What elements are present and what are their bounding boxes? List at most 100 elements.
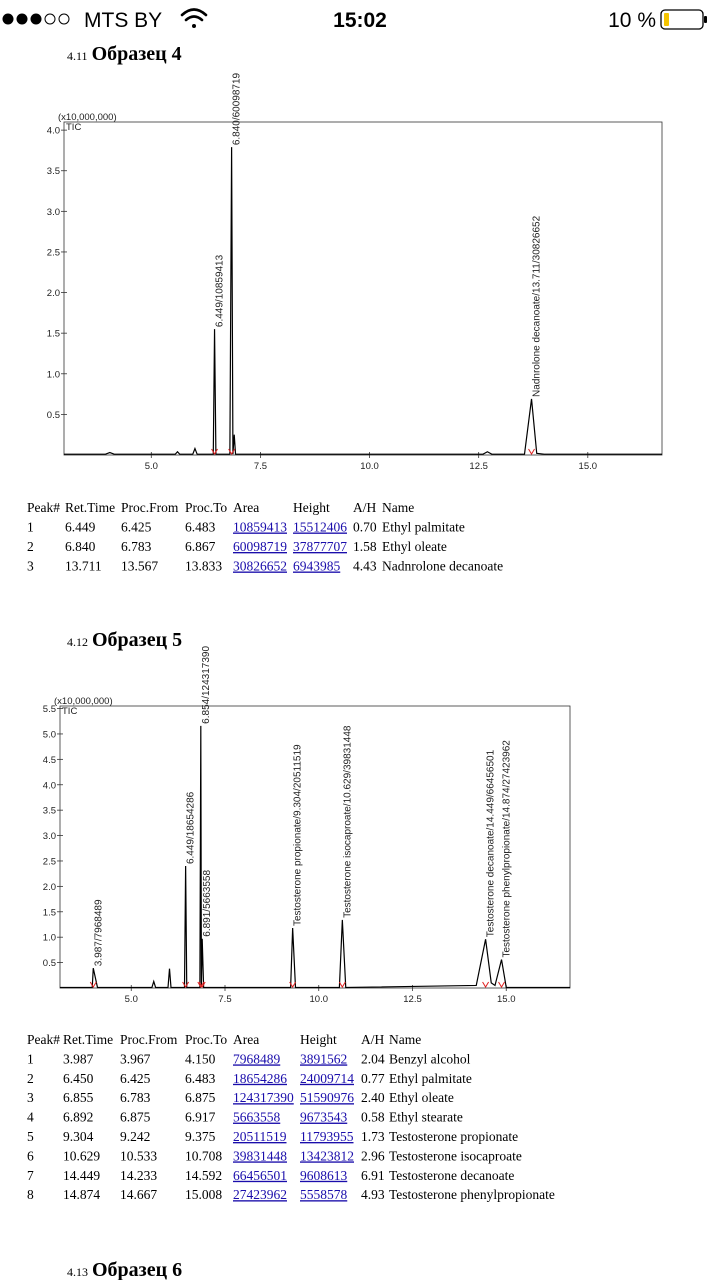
y-tick-label: 5.0: [43, 729, 56, 740]
peak-label: 3.987/7968489: [93, 899, 104, 966]
y-tick-label: 2.5: [43, 856, 56, 867]
peak-label: Testosterone decanoate/14.449/66456501: [486, 749, 497, 937]
y-tick-label: 3.0: [43, 831, 56, 842]
table-cell: 2: [27, 539, 34, 554]
table-cell: 2.96: [361, 1148, 385, 1163]
table-header: Proc.From: [121, 500, 179, 515]
table-link[interactable]: 37877707: [293, 539, 347, 554]
y-tick-label: 2.5: [47, 247, 60, 258]
table-cell: 14.449: [63, 1168, 100, 1183]
table-link[interactable]: 20511519: [233, 1129, 287, 1144]
table-cell: 7: [27, 1168, 34, 1183]
table-header: Area: [233, 500, 259, 515]
section-number: 4.11: [67, 49, 88, 63]
peak-label: Testosterone isocaproate/10.629/39831448: [342, 725, 353, 918]
y-multiplier: (x10,000,000): [54, 696, 113, 707]
peak-label: 6.891/5663558: [202, 870, 213, 937]
table-cell: 6.483: [185, 1071, 216, 1086]
signal-dot: [16, 13, 28, 25]
table-link[interactable]: 51590976: [300, 1090, 354, 1105]
table-link[interactable]: 5663558: [233, 1110, 281, 1125]
peak-label: 6.449/10859413: [215, 254, 226, 327]
table-cell: 6.91: [361, 1168, 385, 1183]
table-link[interactable]: 15512406: [293, 520, 347, 535]
y-tick-label: 1.5: [47, 329, 60, 340]
table-header: Height: [293, 500, 330, 515]
section-number: 4.12: [67, 635, 88, 649]
section-heading: 4.11 Образец 4: [67, 43, 182, 65]
peak-marker: [482, 981, 490, 988]
x-tick-label: 15.0: [497, 994, 516, 1005]
table-link[interactable]: 5558578: [300, 1187, 348, 1202]
table-header: Area: [233, 1032, 259, 1047]
table-link[interactable]: 6943985: [293, 559, 341, 574]
table-header: Proc.To: [185, 500, 227, 515]
y-tick-label: 1.0: [47, 369, 60, 380]
x-tick-label: 5.0: [125, 994, 138, 1005]
y-tick-label: 0.5: [43, 958, 56, 969]
table-cell: 2.04: [361, 1051, 385, 1066]
table-link[interactable]: 24009714: [300, 1071, 354, 1086]
table-link[interactable]: 124317390: [233, 1090, 294, 1105]
table-link[interactable]: 27423962: [233, 1187, 287, 1202]
table-header: A/H: [353, 500, 377, 515]
table-cell: Ethyl oleate: [389, 1090, 454, 1105]
table-link[interactable]: 13423812: [300, 1148, 354, 1163]
table-cell: 9.375: [185, 1129, 216, 1144]
table-cell: 1: [27, 520, 34, 535]
table-cell: 1.58: [353, 539, 377, 554]
table-cell: 3: [27, 559, 34, 574]
table-link[interactable]: 10859413: [233, 520, 287, 535]
table-link[interactable]: 7968489: [233, 1051, 281, 1066]
y-tick-label: 5.5: [43, 704, 56, 715]
y-tick-label: 1.0: [43, 933, 56, 944]
table-link[interactable]: 30826652: [233, 559, 287, 574]
chromatogram: (x10,000,000)TIC 0.5 1.0 1.5 2.0 2.5 3.0 3.5 4.0…: [47, 72, 663, 472]
table-cell: 3.987: [63, 1051, 94, 1066]
table-link[interactable]: 9608613: [300, 1168, 348, 1183]
table-cell: Nadnrolone decanoate: [382, 559, 503, 574]
heading: 4.13 Образец 6: [67, 1259, 182, 1280]
table-cell: 9.304: [63, 1129, 94, 1144]
table-link[interactable]: 11793955: [300, 1129, 354, 1144]
table-cell: 10.629: [63, 1148, 100, 1163]
table-link[interactable]: 18654286: [233, 1071, 287, 1086]
table-cell: 14.592: [185, 1168, 222, 1183]
peak-label: 6.854/124317390: [201, 646, 212, 724]
chromatogram-trace: [64, 147, 662, 455]
table-cell: 13.711: [65, 559, 102, 574]
table-cell: 6.425: [121, 520, 152, 535]
table-header: Proc.To: [185, 1032, 227, 1047]
table-cell: 10.533: [120, 1148, 157, 1163]
peak-marker: [89, 981, 97, 988]
table-cell: 1.73: [361, 1129, 385, 1144]
table-cell: 14.233: [120, 1168, 157, 1183]
table-cell: 14.874: [63, 1187, 100, 1202]
table-cell: 4.93: [361, 1187, 385, 1202]
table-link[interactable]: 39831448: [233, 1148, 287, 1163]
table-link[interactable]: 9673543: [300, 1110, 348, 1125]
trace-label: TIC: [62, 706, 77, 717]
x-tick-label: 7.5: [218, 994, 231, 1005]
table-cell: 6.450: [63, 1071, 94, 1086]
peak-label: 6.449/18654286: [186, 791, 197, 864]
peak-label: Testosterone propionate/9.304/20511519: [293, 744, 304, 926]
table-cell: 3: [27, 1090, 34, 1105]
y-tick-label: 4.0: [47, 126, 60, 137]
table-link[interactable]: 66456501: [233, 1168, 287, 1183]
table-cell: 14.667: [120, 1187, 157, 1202]
y-tick-label: 4.5: [43, 755, 56, 766]
table-cell: 6.855: [63, 1090, 94, 1105]
peak-marker: [228, 448, 236, 455]
signal-dot: [30, 13, 42, 25]
battery-icon: [660, 9, 707, 30]
peak-marker: [197, 981, 205, 988]
table-cell: 0.58: [361, 1110, 385, 1125]
table-link[interactable]: 60098719: [233, 539, 287, 554]
x-tick-label: 15.0: [579, 461, 598, 472]
table-link[interactable]: 3891562: [300, 1051, 347, 1066]
peak-marker: [498, 981, 505, 988]
y-multiplier: (x10,000,000): [58, 112, 117, 123]
table-cell: 1: [27, 1051, 34, 1066]
status-bar: MTS BY 15:02 10 %: [2, 8, 707, 32]
